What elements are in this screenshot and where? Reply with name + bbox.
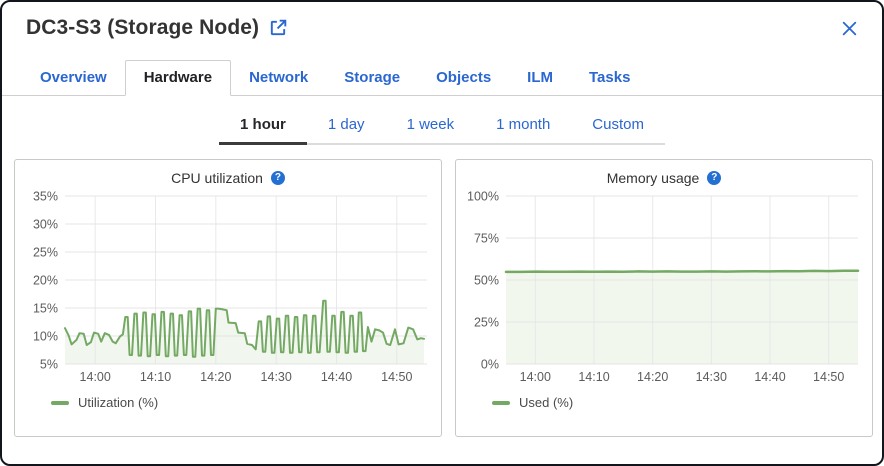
tab-network[interactable]: Network [231, 61, 326, 95]
cpu-chart-title: CPU utilization [171, 170, 263, 186]
close-icon[interactable] [841, 20, 858, 37]
tab-overview[interactable]: Overview [22, 61, 125, 95]
tab-hardware[interactable]: Hardware [124, 60, 232, 96]
memory-usage-chart: 14:00 14:10 14:20 14:30 14:40 14:50 0% 25% 50% 75… [462, 190, 866, 393]
node-tabs: Overview Hardware Network Storage Object… [2, 60, 882, 96]
svg-text:50%: 50% [474, 274, 499, 288]
cpu-utilization-chart: 14:00 14:10 14:20 14:30 14:40 14:50 5% 10% 15% 20… [21, 190, 435, 393]
help-icon[interactable]: ? [707, 171, 722, 185]
svg-text:75%: 75% [474, 232, 499, 246]
tab-label: Storage [344, 69, 401, 86]
page-title: DC3-S3 (Storage Node) [26, 16, 260, 39]
svg-text:14:50: 14:50 [381, 370, 412, 384]
legend-label: Utilization (%) [78, 395, 159, 410]
svg-text:14:30: 14:30 [261, 370, 292, 384]
svg-text:10%: 10% [33, 330, 58, 344]
cpu-chart-legend: Utilization (%) [21, 395, 435, 410]
legend-label: Used (%) [519, 395, 574, 410]
svg-text:0%: 0% [481, 358, 499, 372]
svg-text:20%: 20% [33, 274, 58, 288]
external-link-icon[interactable] [269, 19, 287, 37]
svg-text:14:30: 14:30 [696, 370, 727, 384]
svg-text:14:00: 14:00 [80, 370, 111, 384]
svg-text:5%: 5% [40, 358, 58, 372]
time-range-1-week[interactable]: 1 week [385, 112, 476, 145]
svg-text:14:10: 14:10 [140, 370, 171, 384]
svg-text:14:20: 14:20 [637, 370, 668, 384]
tab-label: Tasks [589, 69, 631, 86]
tab-label: Overview [40, 69, 107, 86]
svg-text:100%: 100% [467, 190, 499, 204]
memory-usage-card: Memory usage ? 14:00 14:10 14:20 14:30 14:40… [455, 159, 873, 437]
time-range-selector: 1 hour 1 day 1 week 1 month Custom [2, 112, 882, 145]
tab-objects[interactable]: Objects [418, 61, 509, 95]
time-range-1-day[interactable]: 1 day [306, 112, 386, 145]
svg-text:14:00: 14:00 [520, 370, 551, 384]
svg-text:14:50: 14:50 [813, 370, 844, 384]
svg-text:14:40: 14:40 [754, 370, 785, 384]
tab-tasks[interactable]: Tasks [571, 61, 648, 95]
tab-label: Objects [436, 69, 492, 86]
cpu-utilization-card: CPU utilization ? 14:00 14:10 14:20 14:30 14… [14, 159, 442, 437]
time-range-1-hour[interactable]: 1 hour [219, 112, 307, 145]
tab-label: Hardware [143, 69, 213, 86]
legend-swatch-green [492, 400, 510, 405]
svg-text:25%: 25% [474, 316, 499, 330]
svg-text:25%: 25% [33, 246, 58, 260]
svg-text:35%: 35% [33, 190, 58, 204]
memory-chart-legend: Used (%) [462, 395, 866, 410]
tab-storage[interactable]: Storage [326, 61, 418, 95]
panel-header: DC3-S3 (Storage Node) [2, 2, 882, 40]
help-icon[interactable]: ? [270, 171, 285, 185]
tab-ilm[interactable]: ILM [509, 61, 571, 95]
svg-text:15%: 15% [33, 302, 58, 316]
time-range-1-month[interactable]: 1 month [475, 112, 572, 145]
svg-text:14:40: 14:40 [321, 370, 352, 384]
time-range-custom[interactable]: Custom [571, 112, 665, 145]
legend-swatch-green [51, 400, 69, 405]
charts-row: CPU utilization ? 14:00 14:10 14:20 14:30 14… [2, 145, 882, 437]
svg-text:30%: 30% [33, 218, 58, 232]
svg-text:14:20: 14:20 [200, 370, 231, 384]
svg-text:14:10: 14:10 [578, 370, 609, 384]
tab-label: ILM [527, 69, 553, 86]
memory-chart-title: Memory usage [606, 170, 700, 186]
tab-label: Network [249, 69, 309, 86]
